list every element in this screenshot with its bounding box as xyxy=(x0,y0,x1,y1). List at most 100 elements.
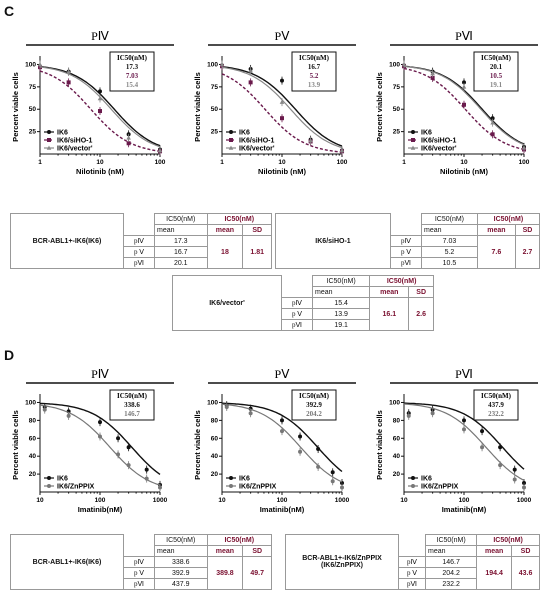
table-header: mean xyxy=(476,224,516,236)
x-tick-label: 10 xyxy=(400,497,408,504)
table-cell: pⅣ xyxy=(123,556,155,568)
data-point xyxy=(340,485,344,490)
data-point xyxy=(522,485,526,490)
legend-label: IK6 xyxy=(421,130,432,137)
ic50-value: 437.9 xyxy=(488,401,504,409)
y-tick-label: 20 xyxy=(29,471,37,478)
ic50-value: 146.7 xyxy=(124,410,140,418)
series-line xyxy=(403,402,525,470)
data-point xyxy=(98,109,102,114)
x-tick-label: 10 xyxy=(278,159,286,166)
y-axis-label: Percent viable cells xyxy=(375,410,384,480)
data-point xyxy=(339,148,345,153)
table-d-znppix: BCR-ABL1+-IK6/ZnPPIX (IK6/ZnPPIX) IC50(nM… xyxy=(285,534,540,590)
y-tick-label: 40 xyxy=(29,453,37,460)
data-point xyxy=(480,445,485,450)
y-tick-label: 100 xyxy=(389,61,400,68)
table-header: IC50(nM) xyxy=(421,213,478,225)
legend-marker xyxy=(229,130,233,134)
ic50-box-header: IC50(nM) xyxy=(117,54,148,62)
data-point xyxy=(298,449,303,454)
legend-label: IK6 xyxy=(239,476,250,483)
table-row-label: BCR-ABL1+-IK6(IK6) xyxy=(10,213,124,269)
ic50-value: 17.3 xyxy=(126,63,139,71)
ic50-value: 19.1 xyxy=(490,81,503,89)
series-line xyxy=(403,65,525,146)
y-tick-label: 100 xyxy=(25,399,36,406)
data-point xyxy=(126,445,131,450)
panel-label-c: C xyxy=(4,3,15,19)
y-tick-label: 80 xyxy=(29,417,37,424)
table-header: mean xyxy=(154,545,208,557)
ic50-box xyxy=(109,389,155,421)
chart-svg: PⅥ 100 80 60 40 20 10 100 1000 Imatinib(nM) Percen… xyxy=(375,367,538,514)
table-cell: pⅥ xyxy=(398,578,426,590)
x-tick-label: 100 xyxy=(95,497,106,504)
data-point xyxy=(522,481,526,486)
table-cell: 16.1 xyxy=(369,297,410,331)
table-header: SD xyxy=(242,545,272,557)
table-header: mean xyxy=(154,224,208,236)
ic50-value: 15.4 xyxy=(126,81,139,89)
table-header: IC50(nM) xyxy=(154,534,208,546)
legend-label: IK6/siHO-1 xyxy=(421,138,457,145)
data-point xyxy=(126,135,131,140)
chart-title: PⅣ xyxy=(91,367,109,381)
ic50-value: 204.2 xyxy=(306,410,322,418)
legend-label: IK6/ZnPPIX xyxy=(239,484,277,491)
y-tick-label: 25 xyxy=(393,129,401,136)
legend-label: IK6 xyxy=(421,476,432,483)
legend-marker xyxy=(410,145,416,150)
data-point xyxy=(512,467,517,472)
table-cell: 437.9 xyxy=(154,578,208,590)
table-header: IC50(nM) xyxy=(206,534,273,546)
chart-c-p6: PⅥ 100 75 50 25 1 10 100 Nilotinib (nM) Percent v… xyxy=(372,29,542,202)
legend-label: IK6 xyxy=(57,130,68,137)
y-tick-label: 100 xyxy=(389,399,400,406)
data-point xyxy=(98,89,102,94)
data-point xyxy=(330,470,335,475)
table-header: mean xyxy=(424,545,478,557)
y-tick-label: 20 xyxy=(393,471,401,478)
y-axis-label: Percent viable cells xyxy=(11,72,20,142)
data-point xyxy=(490,116,495,121)
data-point xyxy=(406,413,411,418)
x-tick-label: 100 xyxy=(459,497,470,504)
table-cell: pⅣ xyxy=(281,297,313,309)
chart-svg: PⅣ 100 75 50 25 1 10 100 Nilotinib (nM) Percent v… xyxy=(11,29,174,176)
x-tick-label: 1 xyxy=(220,159,224,166)
table-cell: pⅣ xyxy=(123,235,155,247)
data-point xyxy=(401,62,407,67)
chart-c-p4: PⅣ 100 75 50 25 1 10 100 Nilotinib (nM) Percent v… xyxy=(8,29,178,202)
series-line xyxy=(39,402,161,475)
data-point xyxy=(219,62,225,67)
data-point xyxy=(280,116,284,121)
data-point xyxy=(480,429,485,434)
y-tick-label: 80 xyxy=(211,417,219,424)
table-header: mean xyxy=(206,224,244,236)
y-tick-label: 100 xyxy=(207,399,218,406)
data-point xyxy=(126,141,131,146)
table-cell: 10.5 xyxy=(421,257,478,269)
y-tick-label: 40 xyxy=(393,453,401,460)
chart-title: PⅣ xyxy=(91,29,109,43)
table-header: SD xyxy=(408,286,434,298)
data-point xyxy=(279,99,285,104)
y-axis-label: Percent viable cells xyxy=(193,72,202,142)
data-point xyxy=(37,62,43,67)
y-tick-label: 50 xyxy=(29,106,37,113)
y-tick-label: 60 xyxy=(29,435,37,442)
data-point xyxy=(248,80,253,85)
ic50-box-header: IC50(nM) xyxy=(481,392,512,400)
table-header: IC50(nM) xyxy=(424,534,478,546)
table-cell: 7.03 xyxy=(421,235,478,247)
table-cell: 194.4 xyxy=(476,556,513,590)
table-cell: pⅣ xyxy=(398,556,426,568)
y-axis-label: Percent viable cells xyxy=(375,72,384,142)
ic50-box xyxy=(291,389,337,421)
data-point xyxy=(490,120,495,125)
table-header: mean xyxy=(421,224,478,236)
y-tick-label: 25 xyxy=(29,129,37,136)
chart-d-p5: PⅤ 100 80 60 40 20 10 100 1000 Imatinib(nM) Percen… xyxy=(190,367,360,540)
table-cell: 7.6 xyxy=(476,235,516,269)
